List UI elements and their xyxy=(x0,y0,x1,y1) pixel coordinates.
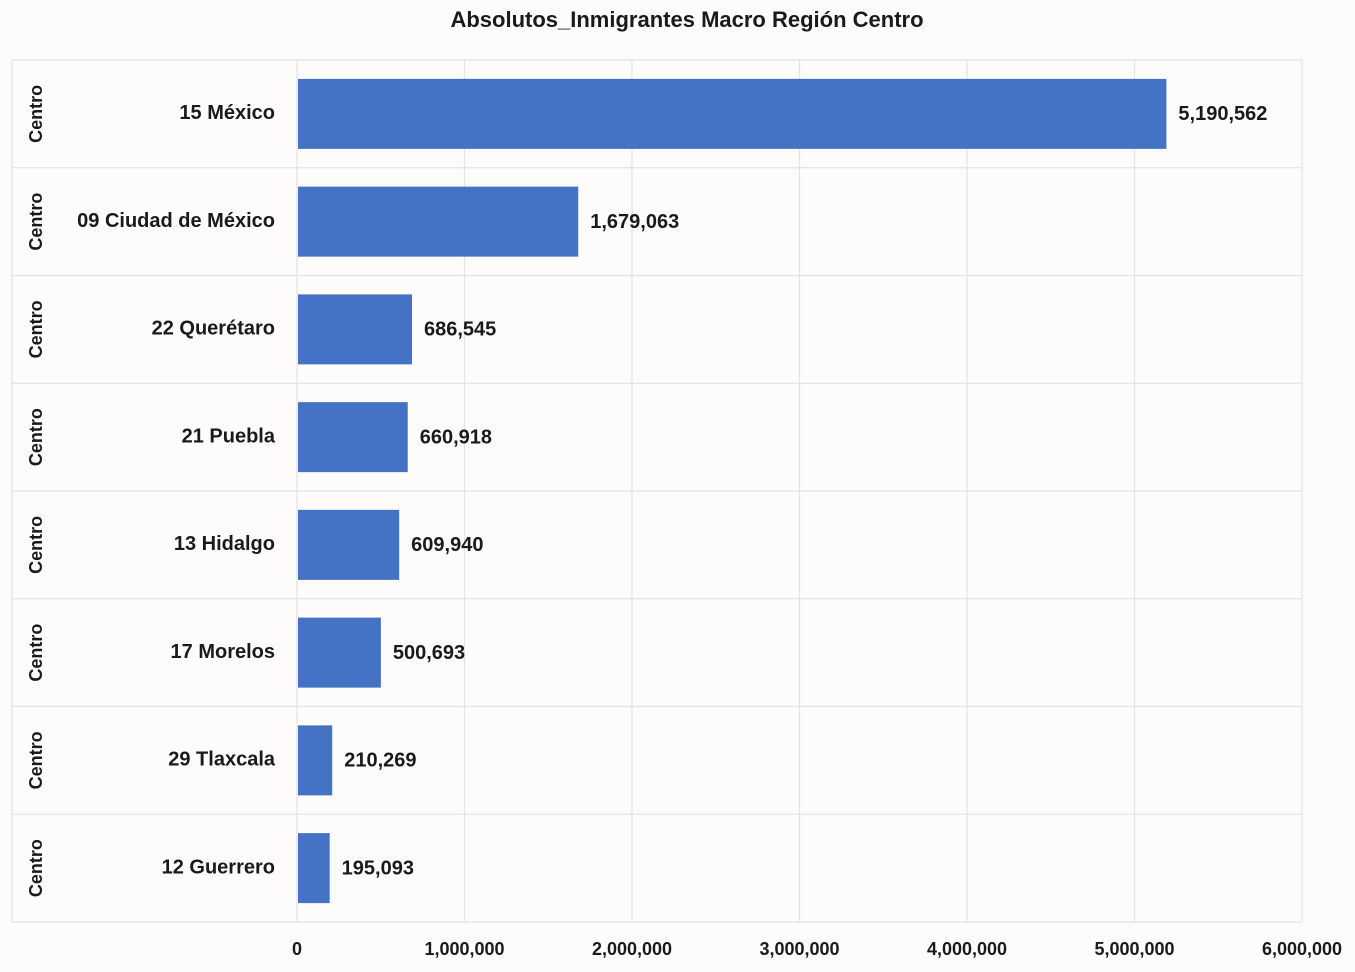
category-label: 17 Morelos xyxy=(171,641,275,663)
group-label: Centro xyxy=(26,839,46,897)
data-label: 195,093 xyxy=(342,857,414,879)
bar xyxy=(298,294,412,365)
x-tick-label: 2,000,000 xyxy=(592,939,672,959)
x-tick-label: 3,000,000 xyxy=(759,939,839,959)
group-label: Centro xyxy=(26,300,46,358)
group-label: Centro xyxy=(26,193,46,251)
bar xyxy=(298,402,408,473)
bars: 5,190,562 1,679,063 686,545 660,918 609,940 5… xyxy=(298,78,1267,904)
data-label: 500,693 xyxy=(393,642,465,664)
group-label: Centro xyxy=(26,408,46,466)
x-tick-label: 0 xyxy=(292,939,302,959)
data-label: 1,679,063 xyxy=(590,211,679,233)
category-label: 13 Hidalgo xyxy=(174,533,275,555)
x-axis: 0 1,000,000 2,000,000 3,000,000 4,000,000 5,0… xyxy=(292,939,1342,959)
category-label: 21 Puebla xyxy=(182,425,276,447)
bar xyxy=(298,509,400,580)
category-label: 12 Guerrero xyxy=(162,856,275,878)
x-tick-label: 4,000,000 xyxy=(927,939,1007,959)
group-label: Centro xyxy=(26,85,46,143)
x-tick-label: 5,000,000 xyxy=(1094,939,1174,959)
bar xyxy=(298,725,333,796)
category-label: 29 Tlaxcala xyxy=(168,749,276,771)
data-label: 609,940 xyxy=(411,534,483,556)
data-label: 210,269 xyxy=(344,750,416,772)
category-labels: Centro 15 México Centro 09 Ciudad de México… xyxy=(26,85,276,897)
group-label: Centro xyxy=(26,731,46,789)
data-label: 660,918 xyxy=(420,426,492,448)
grid-layer xyxy=(11,59,1303,923)
group-label: Centro xyxy=(26,624,46,682)
category-label: 22 Querétaro xyxy=(152,318,275,340)
chart-title: Absolutos_Inmigrantes Macro Región Centr… xyxy=(450,7,923,32)
x-tick-label: 6,000,000 xyxy=(1262,939,1342,959)
data-label: 5,190,562 xyxy=(1178,103,1267,125)
category-label: 09 Ciudad de México xyxy=(77,210,275,232)
data-label: 686,545 xyxy=(424,319,496,341)
bar xyxy=(298,78,1167,149)
x-tick-label: 1,000,000 xyxy=(424,939,504,959)
category-label: 15 México xyxy=(179,102,275,124)
group-label: Centro xyxy=(26,516,46,574)
bar xyxy=(298,186,579,257)
bar xyxy=(298,617,381,688)
bar xyxy=(298,833,330,904)
